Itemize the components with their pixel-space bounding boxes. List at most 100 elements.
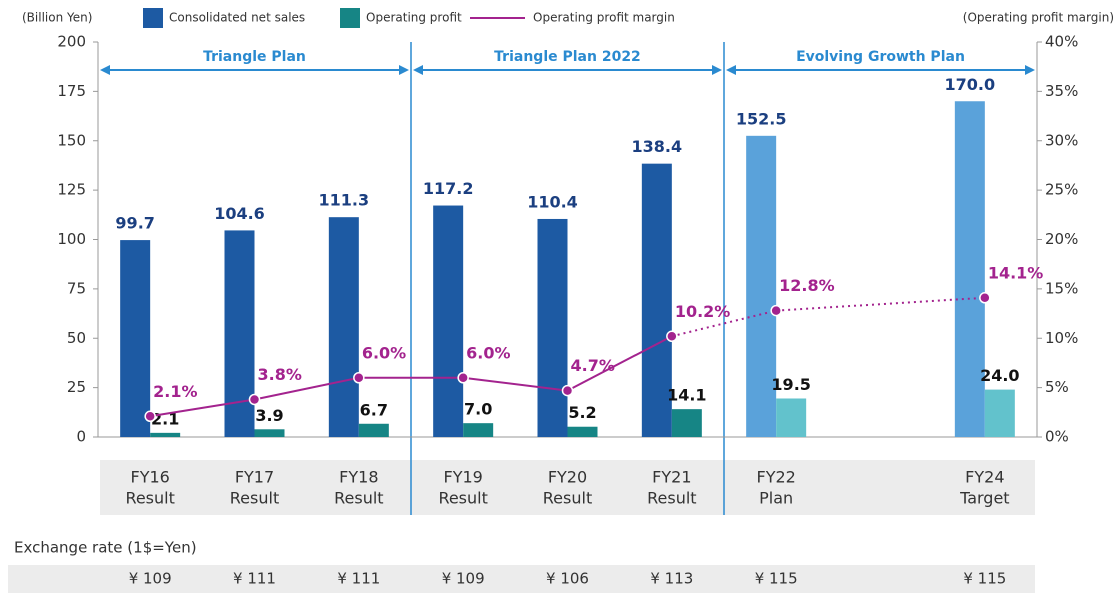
bar [746, 135, 777, 437]
legend-swatch [340, 8, 360, 28]
line-segment [254, 376, 360, 401]
bar [776, 398, 807, 437]
bar [433, 205, 464, 437]
y2-tick-label: 15% [1045, 279, 1078, 297]
data-label: 6.7 [360, 400, 388, 419]
data-label: 2.1% [153, 382, 197, 401]
legend-label: Operating profit margin [533, 11, 675, 25]
x-tick-label: Result [230, 489, 279, 508]
data-label: 110.4 [527, 192, 578, 211]
bar [120, 240, 151, 437]
y2-tick-label: 35% [1045, 82, 1078, 100]
bar [641, 163, 672, 437]
exchange-rate: ¥ 115 [755, 570, 798, 588]
data-label: 6.0% [362, 343, 406, 362]
category-band [100, 460, 1035, 515]
line-segment [463, 376, 568, 392]
line-point [353, 372, 365, 384]
data-label: 99.7 [115, 214, 154, 233]
data-label: 10.2% [675, 302, 731, 321]
exchange-rate: ¥ 113 [650, 570, 693, 588]
y-tick-label: 125 [57, 181, 86, 199]
y2-tick-label: 0% [1045, 428, 1069, 446]
y2-tick-label: 20% [1045, 230, 1078, 248]
bar [328, 217, 359, 437]
data-label: 111.3 [319, 191, 370, 210]
data-label: 152.5 [736, 109, 787, 128]
legend-swatch [143, 8, 163, 28]
x-tick-label: FY17 [235, 468, 274, 487]
data-label: 4.7% [571, 356, 615, 375]
bar [537, 218, 568, 437]
x-tick-label: Result [543, 489, 592, 508]
x-tick-label: Plan [759, 489, 793, 508]
bar [150, 432, 181, 437]
legend-label: Consolidated net sales [169, 11, 305, 25]
data-label: 19.5 [771, 375, 810, 394]
y-tick-label: 0 [76, 428, 86, 446]
data-label: 104.6 [214, 204, 265, 223]
y2-tick-label: 10% [1045, 329, 1078, 347]
line-point [770, 304, 782, 317]
plan-label: Triangle Plan 2022 [494, 49, 641, 65]
bar [254, 429, 285, 437]
exchange-rate: ¥ 106 [546, 570, 589, 588]
y-tick-label: 25 [67, 378, 86, 396]
exchange-rate: ¥ 111 [337, 570, 380, 588]
data-label: 3.9 [255, 406, 283, 425]
data-label: 3.8% [258, 365, 302, 384]
line-point [457, 372, 469, 384]
plan-label: Evolving Growth Plan [796, 49, 965, 65]
y-tick-label: 200 [57, 33, 86, 51]
line-point [144, 410, 156, 423]
y-tick-label: 100 [57, 230, 86, 248]
bar [984, 389, 1015, 437]
y2-tick-label: 30% [1045, 131, 1078, 149]
data-label: 5.2 [568, 403, 596, 422]
bar [463, 423, 494, 437]
exchange-rate: ¥ 115 [963, 570, 1006, 588]
data-label: 170.0 [945, 75, 996, 94]
bar [358, 423, 389, 437]
exchange-band [8, 565, 1035, 593]
data-label: 12.8% [779, 276, 835, 295]
plan-label: Triangle Plan [203, 49, 306, 65]
data-label: 7.0 [464, 400, 492, 419]
data-label: 14.1% [988, 263, 1044, 282]
line-point [979, 292, 991, 304]
line-segment [776, 296, 985, 312]
legend-label: Operating profit [366, 11, 462, 25]
x-tick-label: Result [647, 489, 696, 508]
x-tick-label: FY19 [443, 468, 482, 487]
x-tick-label: FY16 [130, 468, 169, 487]
x-tick-label: FY21 [652, 468, 691, 487]
x-tick-label: Result [334, 489, 383, 508]
x-tick-label: FY24 [965, 468, 1004, 487]
line-segment [150, 398, 255, 418]
y2-axis-label: (Operating profit margin) [963, 11, 1114, 25]
x-tick-label: Result [125, 489, 174, 508]
data-label: 14.1 [667, 386, 706, 405]
bar [671, 409, 702, 437]
x-tick-label: Target [959, 489, 1010, 508]
x-tick-label: FY22 [756, 468, 795, 487]
y-tick-label: 50 [67, 329, 86, 347]
y-tick-label: 150 [57, 131, 86, 149]
bar [567, 426, 598, 437]
bar [954, 101, 985, 437]
data-label: 6.0% [466, 343, 510, 362]
exchange-rate: ¥ 109 [442, 570, 485, 588]
y-tick-label: 175 [57, 82, 86, 100]
data-label: 117.2 [423, 179, 474, 198]
exchange-title: Exchange rate (1$=Yen) [14, 539, 197, 557]
line-segment [567, 335, 673, 392]
y2-tick-label: 25% [1045, 181, 1078, 199]
exchange-rate: ¥ 109 [129, 570, 172, 588]
bar [224, 230, 255, 437]
data-label: 24.0 [980, 366, 1019, 385]
x-tick-label: Result [438, 489, 487, 508]
line-point [561, 384, 574, 397]
x-tick-label: FY18 [339, 468, 378, 487]
line-point [248, 393, 261, 406]
